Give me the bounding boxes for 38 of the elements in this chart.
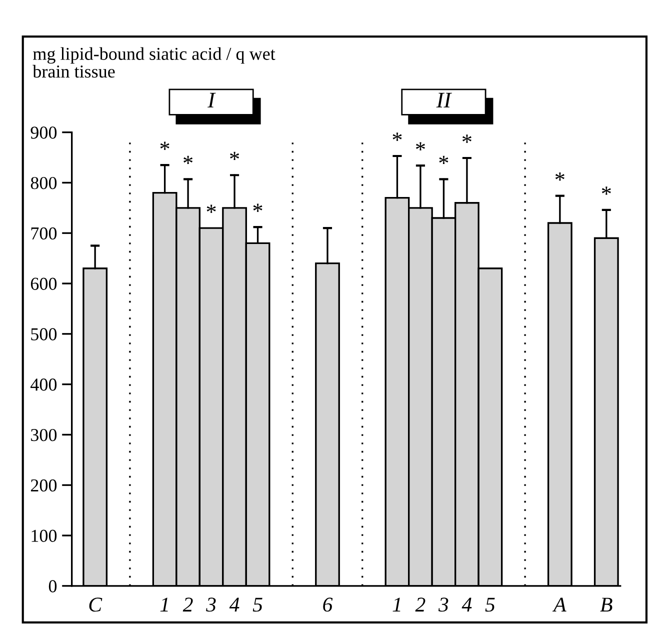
x-tick-label: 2	[182, 598, 193, 612]
x-tick-label: 3	[438, 598, 448, 612]
x-tick-label: 2	[415, 598, 426, 612]
y-tick-label: 0	[48, 580, 57, 592]
x-tick-label: B	[600, 598, 612, 612]
y-tick-label: 500	[31, 328, 57, 340]
y-tick-label: 300	[31, 428, 57, 442]
data-label: *	[184, 156, 193, 164]
x-tick-label: 3	[206, 598, 216, 612]
y-tick-label: 200	[30, 479, 57, 492]
x-tick-label: 5	[485, 598, 495, 612]
y-tick-label: 800	[30, 176, 57, 190]
x-tick-label: 4	[462, 598, 472, 612]
data-label: *	[160, 142, 170, 150]
y-tick-label: 600	[30, 278, 57, 290]
text: I	[208, 92, 216, 108]
text: II	[436, 92, 452, 108]
data-label: *	[555, 172, 564, 181]
data-label: *	[439, 156, 448, 164]
x-tick-label: 1	[160, 598, 168, 612]
x-tick-label: A	[552, 598, 566, 612]
data-label: *	[206, 204, 216, 213]
data-label: *	[416, 142, 425, 150]
x-tick-label: C	[89, 598, 102, 612]
y-tick-label: 100	[32, 530, 57, 542]
data-label: *	[392, 132, 402, 141]
data-label: *	[230, 152, 240, 160]
y-tick-label: 900	[30, 126, 57, 139]
data-label: *	[602, 186, 611, 195]
y-tick-label: 700	[31, 227, 57, 240]
x-tick-label: 5	[252, 598, 262, 612]
data-label: *	[253, 204, 262, 212]
y-tick-label: 400	[30, 378, 57, 391]
x-tick-label: 1	[392, 598, 400, 612]
x-tick-label: 4	[229, 598, 240, 612]
y-axis-title: mg lipid-bound siatic acid / q wet brain tissue	[32, 47, 276, 78]
x-tick-label: 6	[323, 598, 333, 612]
data-label: *	[462, 134, 472, 143]
